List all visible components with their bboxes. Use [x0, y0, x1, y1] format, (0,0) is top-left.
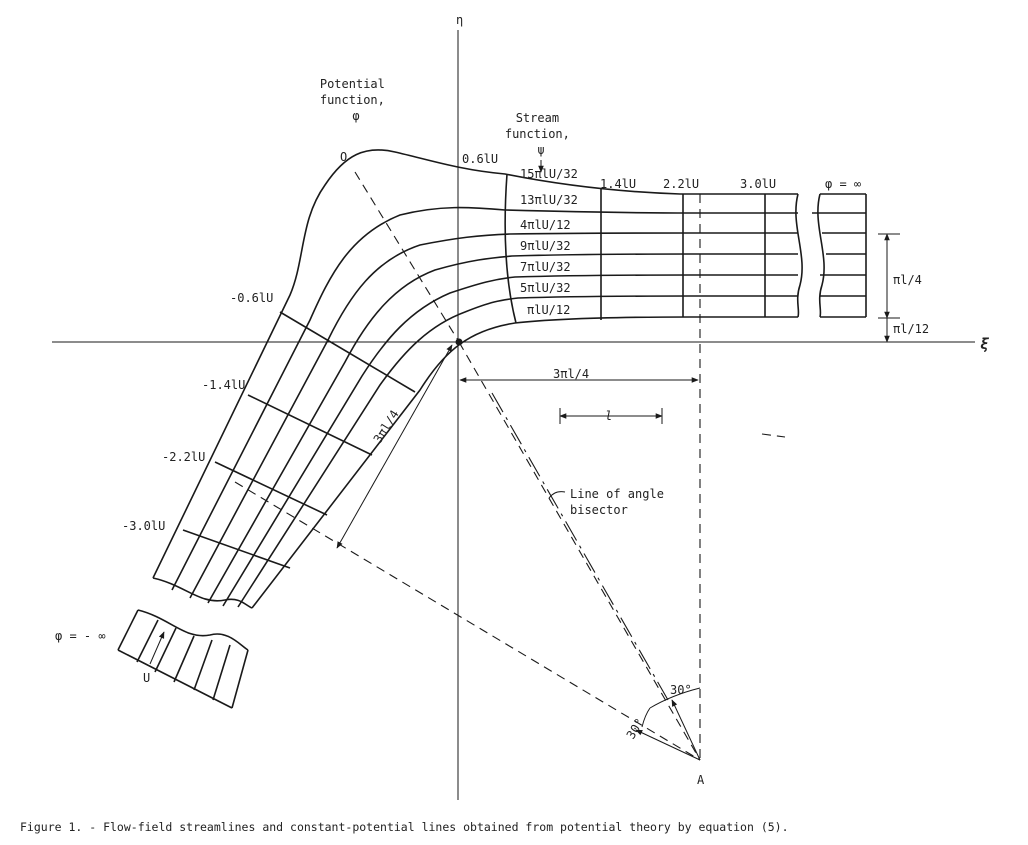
streamline-4 — [207, 253, 798, 604]
potential-value-neg2.2: -2.2lU — [162, 450, 205, 464]
stream-value: 9πlU/32 — [520, 239, 571, 253]
potential-value-neg3.0: -3.0lU — [122, 519, 165, 533]
break-line-right-a — [795, 193, 803, 318]
stream-function-label: Stream function, ψ — [505, 111, 577, 157]
point-o-label: O — [340, 150, 347, 164]
stream-value: 5πlU/32 — [520, 281, 571, 295]
stray-mark — [761, 433, 786, 438]
break-line-left-a — [152, 577, 253, 609]
far-left-line-2 — [154, 627, 177, 673]
streamline-3 — [189, 232, 798, 599]
angle-arrow-1 — [671, 699, 701, 761]
far-left-line-3 — [173, 635, 195, 683]
xi-axis-label: ξ — [980, 335, 990, 353]
angle-label-2: 30° — [624, 716, 647, 742]
stream-value: 15πlU/32 — [520, 167, 578, 181]
potential-value-neg0.6: -0.6lU — [230, 291, 273, 305]
point-a-label: A — [697, 773, 705, 787]
dim-label-l: l — [605, 409, 612, 423]
potential-line-neg0.6 — [279, 311, 416, 393]
potential-value-2.2: 2.2lU — [663, 177, 699, 191]
potential-value-0.6: 0.6lU — [462, 152, 498, 166]
angle-arc-1 — [649, 687, 701, 709]
potential-line-neg2.2 — [214, 461, 328, 516]
dim-label-3pi-l-4-horizontal: 3πl/4 — [553, 367, 589, 381]
stream-value: πlU/12 — [527, 303, 570, 317]
potential-line-neg3.0 — [182, 529, 291, 569]
break-line-left-b — [137, 609, 249, 651]
stream-value: 13πlU/32 — [520, 193, 578, 207]
angle-bisector-line — [491, 392, 669, 701]
angle-arc-2 — [641, 707, 651, 728]
far-left-line-4 — [193, 639, 213, 691]
u-flow-arrow — [149, 631, 165, 665]
eta-axis-label: η — [456, 13, 463, 27]
inner-wall-streamline — [251, 316, 798, 609]
streamline-2 — [171, 206, 798, 591]
line-o-origin — [354, 171, 460, 343]
streamline-5 — [222, 274, 798, 607]
far-left-line-5 — [212, 644, 231, 701]
potential-value-neg1.4: -1.4lU — [202, 378, 245, 392]
potential-line-neg1.4 — [247, 394, 373, 456]
streamline-6 — [237, 295, 798, 608]
break-line-right-b — [817, 193, 825, 318]
outer-wall-streamline — [152, 149, 798, 579]
bisector-label: Line of angle bisector — [570, 487, 671, 517]
angle-label-1: 30° — [670, 683, 692, 697]
angle-arrow-2 — [635, 729, 701, 761]
dim-label-3pi-l-4-diagonal: 3πl/4 — [371, 408, 402, 446]
potential-line-0.6 — [504, 173, 517, 324]
line-origin-a — [458, 341, 701, 761]
diagonal-dash-a — [234, 481, 701, 761]
figure-caption: Figure 1. - Flow-field streamlines and c… — [20, 820, 789, 834]
far-left-line-1 — [136, 619, 159, 663]
far-left-outer — [117, 609, 139, 651]
potential-value-1.4: 1.4lU — [600, 177, 636, 191]
potential-value-3.0: 3.0lU — [740, 177, 776, 191]
potential-function-label: Potential function, φ — [320, 77, 392, 123]
dim-label-pi-l-12: πl/12 — [893, 322, 929, 336]
stream-value: 7πlU/32 — [520, 260, 571, 274]
potential-value-inf: φ = ∞ — [825, 177, 861, 191]
far-left-inner — [231, 649, 249, 709]
bisector-leader — [548, 491, 566, 499]
dim-3pi-l-4-diagonal — [336, 344, 453, 549]
stream-value: 4πlU/12 — [520, 218, 571, 232]
dim-label-pi-l-4: πl/4 — [893, 273, 922, 287]
u-label: U — [143, 671, 150, 685]
potential-value-neg-inf: φ = - ∞ — [55, 629, 106, 643]
